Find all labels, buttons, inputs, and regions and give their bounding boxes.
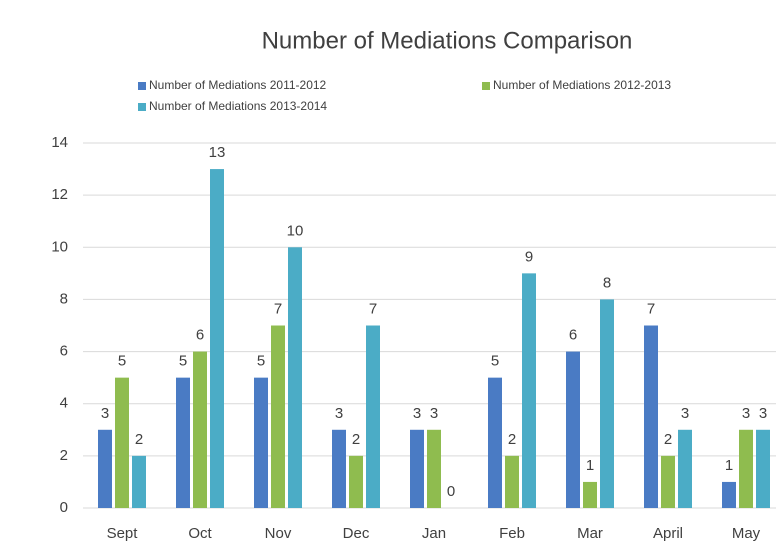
bar: [756, 429, 770, 508]
data-label: 6: [569, 327, 577, 344]
bar: [410, 429, 424, 508]
y-tick-label: 14: [51, 134, 68, 151]
data-label: 13: [209, 144, 226, 161]
bar: [349, 455, 363, 508]
data-label: 2: [135, 431, 143, 448]
bar: [505, 455, 519, 508]
data-label: 2: [352, 431, 360, 448]
data-label: 5: [491, 353, 499, 370]
bar: [254, 377, 268, 508]
data-label: 9: [525, 248, 533, 265]
bar: [488, 377, 502, 508]
bar: [739, 429, 753, 508]
y-tick-label: 0: [60, 499, 68, 516]
bar: [366, 325, 380, 508]
legend-label: Number of Mediations 2012-2013: [493, 78, 671, 92]
bar: [583, 481, 597, 508]
bar: [600, 299, 614, 508]
data-label: 0: [447, 483, 455, 500]
bar: [427, 429, 441, 508]
data-label: 7: [369, 300, 377, 317]
legend-label: Number of Mediations 2013-2014: [149, 99, 327, 113]
x-tick-label: Jan: [422, 525, 446, 542]
data-label: 3: [413, 405, 421, 422]
legend-swatch: [482, 82, 490, 90]
data-label: 2: [664, 431, 672, 448]
bar: [98, 429, 112, 508]
x-tick-label: April: [653, 525, 683, 542]
x-tick-label: Feb: [499, 525, 525, 542]
data-label: 1: [725, 457, 733, 474]
data-label: 7: [647, 300, 655, 317]
y-tick-label: 4: [60, 395, 68, 412]
bar: [661, 455, 675, 508]
bar: [132, 455, 146, 508]
bar: [115, 377, 129, 508]
data-label: 8: [603, 274, 611, 291]
chart-title: Number of Mediations Comparison: [262, 27, 633, 54]
x-tick-label: Sept: [107, 525, 139, 542]
bar: [332, 429, 346, 508]
data-label: 3: [335, 405, 343, 422]
y-tick-label: 8: [60, 290, 68, 307]
bar: [644, 325, 658, 508]
data-label: 3: [742, 405, 750, 422]
legend-label: Number of Mediations 2011-2012: [149, 78, 327, 92]
bar: [210, 169, 224, 509]
bar: [678, 429, 692, 508]
data-label: 3: [681, 405, 689, 422]
data-label: 5: [118, 353, 126, 370]
x-tick-label: May: [732, 525, 761, 542]
data-label: 1: [586, 457, 594, 474]
data-label: 5: [257, 353, 265, 370]
data-label: 7: [274, 300, 282, 317]
bar: [522, 273, 536, 508]
data-label: 3: [759, 405, 767, 422]
legend-swatch: [138, 82, 146, 90]
y-tick-label: 2: [60, 447, 68, 464]
x-tick-label: Dec: [343, 525, 370, 542]
y-tick-label: 12: [51, 186, 68, 203]
x-tick-label: Nov: [265, 525, 292, 542]
data-label: 5: [179, 353, 187, 370]
data-label: 6: [196, 327, 204, 344]
data-label: 2: [508, 431, 516, 448]
x-tick-label: Mar: [577, 525, 603, 542]
x-tick-label: Oct: [188, 525, 212, 542]
bar: [193, 351, 207, 508]
legend-swatch: [138, 103, 146, 111]
bar: [566, 351, 580, 508]
data-label: 3: [101, 405, 109, 422]
y-tick-label: 10: [51, 238, 68, 255]
data-label: 3: [430, 405, 438, 422]
bar: [176, 377, 190, 508]
bar: [271, 325, 285, 508]
bar: [288, 247, 302, 509]
bar: [722, 481, 736, 508]
data-label: 10: [287, 222, 304, 239]
y-tick-label: 6: [60, 343, 68, 360]
